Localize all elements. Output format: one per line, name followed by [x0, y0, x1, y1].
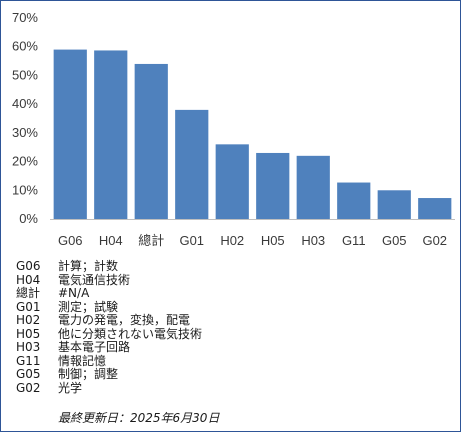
x-tick-label: H05 — [261, 233, 285, 248]
y-tick-label: 60% — [12, 39, 38, 54]
legend-code: H03 — [16, 340, 41, 354]
category-legend-table: G06 計算；計数 H04 電気通信技術總計 #N/A G01 測定；試験 H02 電力の発電，… — [16, 259, 203, 396]
legend-code: G06 — [16, 259, 41, 273]
legend-row: G02 光学 — [16, 380, 202, 396]
legend-row: H03 基本電子回路 — [16, 340, 202, 355]
legend-description: 測定；試験 — [58, 299, 119, 314]
y-tick-label: 70% — [12, 10, 38, 25]
legend-code: G05 — [16, 367, 41, 381]
legend-row: H02 電力の発電，変換，配電 — [16, 313, 202, 328]
x-tick-label: G11 — [342, 233, 366, 248]
legend-description: 電力の発電，変換，配電 — [58, 313, 191, 327]
bar-chart: 0% 10% 20% 30% 40% 50% 60% 70% G06 H04 總計 G01 H02 H05… — [12, 10, 455, 248]
x-tick-label: G06 — [58, 233, 83, 248]
legend-description: 光学 — [58, 380, 83, 395]
legend-row: H04 電気通信技術 — [16, 272, 202, 288]
bar-9 — [418, 198, 452, 219]
last-updated-note: 最終更新日：2025年6月30日 — [58, 411, 220, 425]
bar-2 — [134, 63, 168, 219]
x-tick-label: G05 — [382, 233, 407, 248]
legend-description: 情報記憶 — [58, 353, 107, 368]
y-tick-label: 50% — [12, 67, 38, 82]
bar-0 — [53, 49, 87, 220]
x-tick-label: H04 — [99, 233, 123, 248]
bar-8 — [377, 190, 411, 219]
legend-row: G01 測定；試験 — [16, 299, 202, 315]
legend-row: G06 計算；計数 — [16, 259, 202, 274]
legend-row: G11 情報記憶 — [16, 353, 202, 369]
y-tick-label: 30% — [12, 125, 38, 140]
bar-3 — [175, 109, 209, 219]
y-tick-label: 20% — [12, 154, 38, 169]
legend-description: 制御；調整 — [58, 367, 119, 381]
y-tick-label: 10% — [12, 182, 38, 197]
legend-code: G02 — [16, 380, 41, 395]
legend-description: 他に分類されない電気技術 — [58, 326, 203, 341]
bar-4 — [215, 144, 249, 219]
legend-row: G05 制御；調整 — [16, 367, 202, 382]
y-tick-label: 40% — [12, 96, 38, 111]
legend-code: H02 — [16, 313, 41, 327]
bar-6 — [296, 155, 330, 219]
legend-code: G01 — [16, 299, 41, 314]
x-tick-label: H02 — [220, 233, 244, 248]
bar-5 — [256, 152, 290, 219]
bar-7 — [337, 182, 371, 219]
x-tick-label: G01 — [179, 233, 204, 248]
legend-code: H05 — [16, 326, 41, 341]
legend-code: 總計 — [16, 286, 41, 300]
legend-row: H05 他に分類されない電気技術 — [16, 326, 203, 342]
legend-description: 基本電子回路 — [58, 340, 131, 354]
legend-description: 計算；計数 — [58, 259, 119, 273]
legend-row: 總計 #N/A — [16, 286, 202, 301]
y-tick-label: 0% — [19, 211, 38, 226]
bar-1 — [94, 50, 128, 219]
legend-description: 電気通信技術 — [58, 272, 131, 287]
legend-description: #N/A — [58, 286, 90, 300]
x-tick-label: G02 — [422, 233, 447, 248]
legend-code: G11 — [16, 353, 41, 368]
x-tick-label: 總計 — [138, 233, 164, 248]
x-tick-label: H03 — [301, 233, 325, 248]
legend-code: H04 — [16, 272, 41, 287]
